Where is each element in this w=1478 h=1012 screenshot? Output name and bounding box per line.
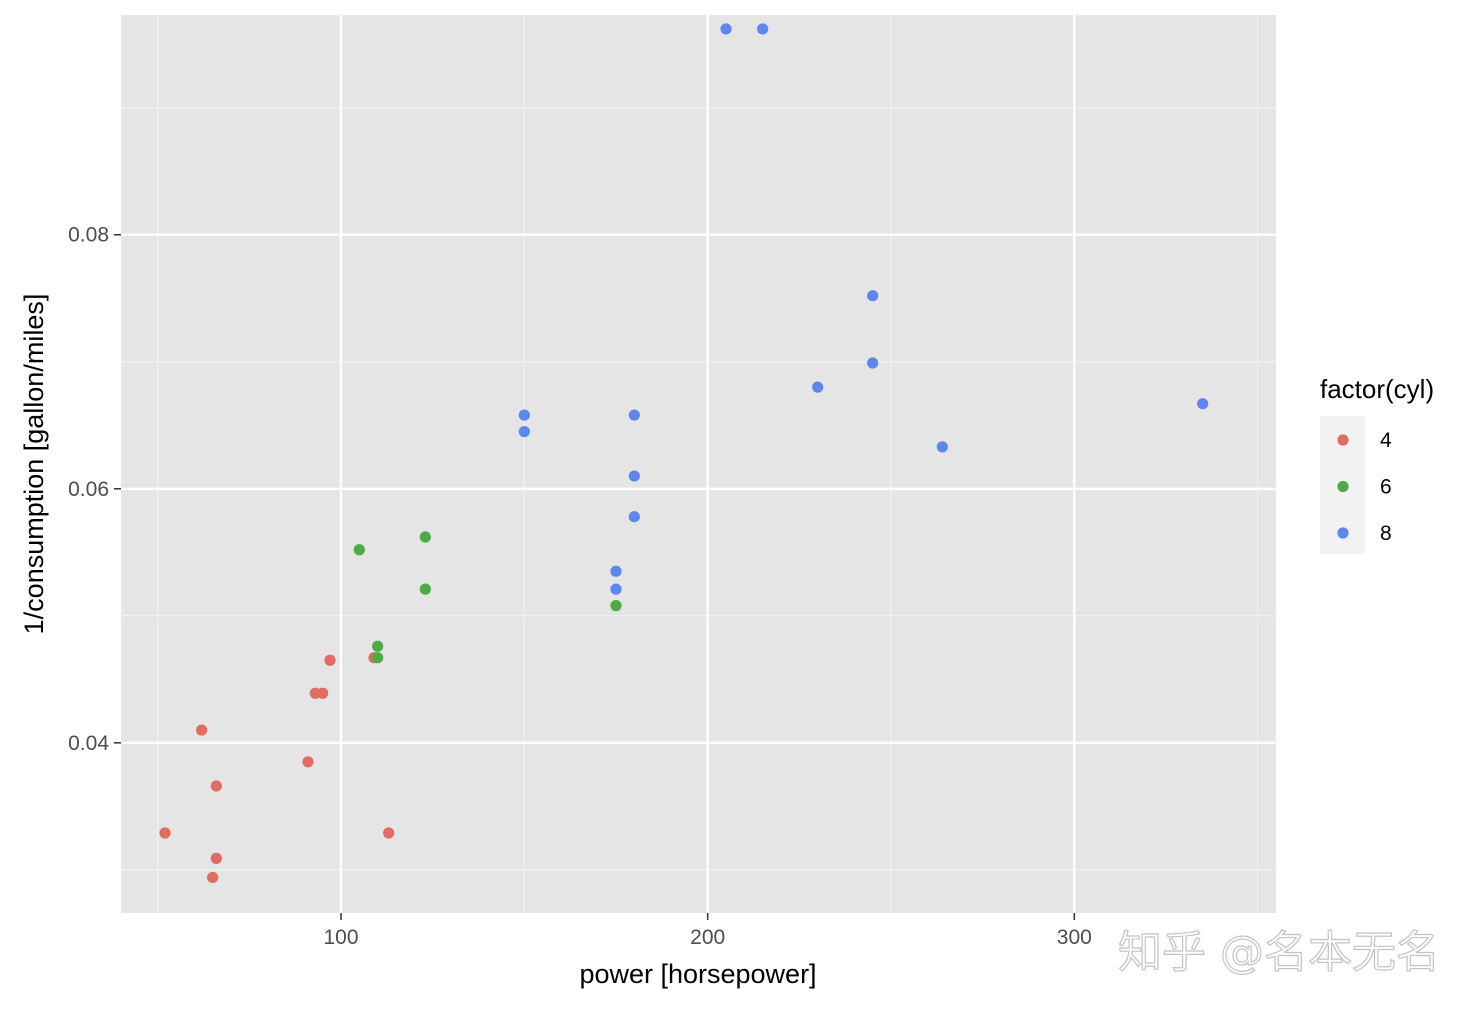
data-point-cyl-6 bbox=[610, 600, 622, 612]
x-tick-label: 300 bbox=[1057, 926, 1092, 949]
data-point-cyl-4 bbox=[210, 852, 222, 864]
data-point-cyl-8 bbox=[518, 426, 530, 438]
data-point-cyl-4 bbox=[159, 827, 171, 839]
data-point-cyl-8 bbox=[518, 409, 530, 421]
x-tick-label: 100 bbox=[323, 926, 358, 949]
data-point-cyl-8 bbox=[610, 565, 622, 577]
data-point-cyl-4 bbox=[207, 871, 219, 884]
minor-gridlines bbox=[121, 15, 1276, 913]
legend-key-cyl-8 bbox=[1337, 527, 1349, 539]
x-axis-title: power [horsepower] bbox=[579, 959, 816, 989]
data-point-cyl-6 bbox=[372, 640, 384, 652]
data-point-cyl-4 bbox=[383, 827, 395, 839]
legend-label-cyl-4: 4 bbox=[1380, 429, 1392, 452]
data-point-cyl-8 bbox=[628, 511, 640, 523]
data-point-cyl-8 bbox=[812, 381, 824, 393]
legend-label-cyl-6: 6 bbox=[1380, 476, 1392, 499]
major-gridlines bbox=[121, 15, 1276, 913]
data-points bbox=[159, 23, 1209, 884]
data-point-cyl-4 bbox=[210, 780, 222, 792]
y-axis-ticks: 0.04 0.06 0.08 bbox=[68, 224, 121, 755]
y-tick-label: 0.06 bbox=[68, 478, 109, 501]
y-axis-title: 1/consumption [gallon/miles] bbox=[19, 294, 49, 635]
data-point-cyl-6 bbox=[419, 531, 431, 543]
data-point-cyl-4 bbox=[317, 687, 329, 699]
legend-label-cyl-8: 8 bbox=[1380, 522, 1392, 545]
y-tick-label: 0.08 bbox=[68, 224, 109, 247]
legend-key-cyl-6 bbox=[1337, 480, 1349, 493]
watermark: 知乎 @名本无名 bbox=[1118, 927, 1440, 978]
data-point-cyl-8 bbox=[628, 470, 640, 482]
data-point-cyl-8 bbox=[867, 357, 879, 369]
y-tick-label: 0.04 bbox=[68, 732, 109, 755]
data-point-cyl-8 bbox=[757, 23, 769, 35]
legend: factor(cyl) 4 6 8 bbox=[1320, 374, 1434, 554]
data-point-cyl-4 bbox=[196, 724, 208, 736]
data-point-cyl-4 bbox=[302, 756, 314, 768]
legend-title: factor(cyl) bbox=[1320, 374, 1434, 404]
x-tick-label: 200 bbox=[690, 926, 725, 949]
plot-panel bbox=[121, 15, 1276, 913]
data-point-cyl-8 bbox=[1197, 398, 1209, 410]
legend-key-cyl-4 bbox=[1337, 434, 1349, 446]
data-point-cyl-8 bbox=[610, 583, 622, 595]
data-point-cyl-4 bbox=[324, 654, 336, 666]
data-point-cyl-8 bbox=[720, 23, 732, 35]
data-point-cyl-8 bbox=[936, 441, 948, 453]
data-point-cyl-6 bbox=[372, 652, 384, 664]
data-point-cyl-8 bbox=[628, 409, 640, 421]
x-axis-ticks: 100 200 300 bbox=[323, 913, 1092, 949]
data-point-cyl-8 bbox=[867, 290, 879, 302]
data-point-cyl-6 bbox=[419, 583, 431, 595]
data-point-cyl-6 bbox=[353, 544, 365, 556]
